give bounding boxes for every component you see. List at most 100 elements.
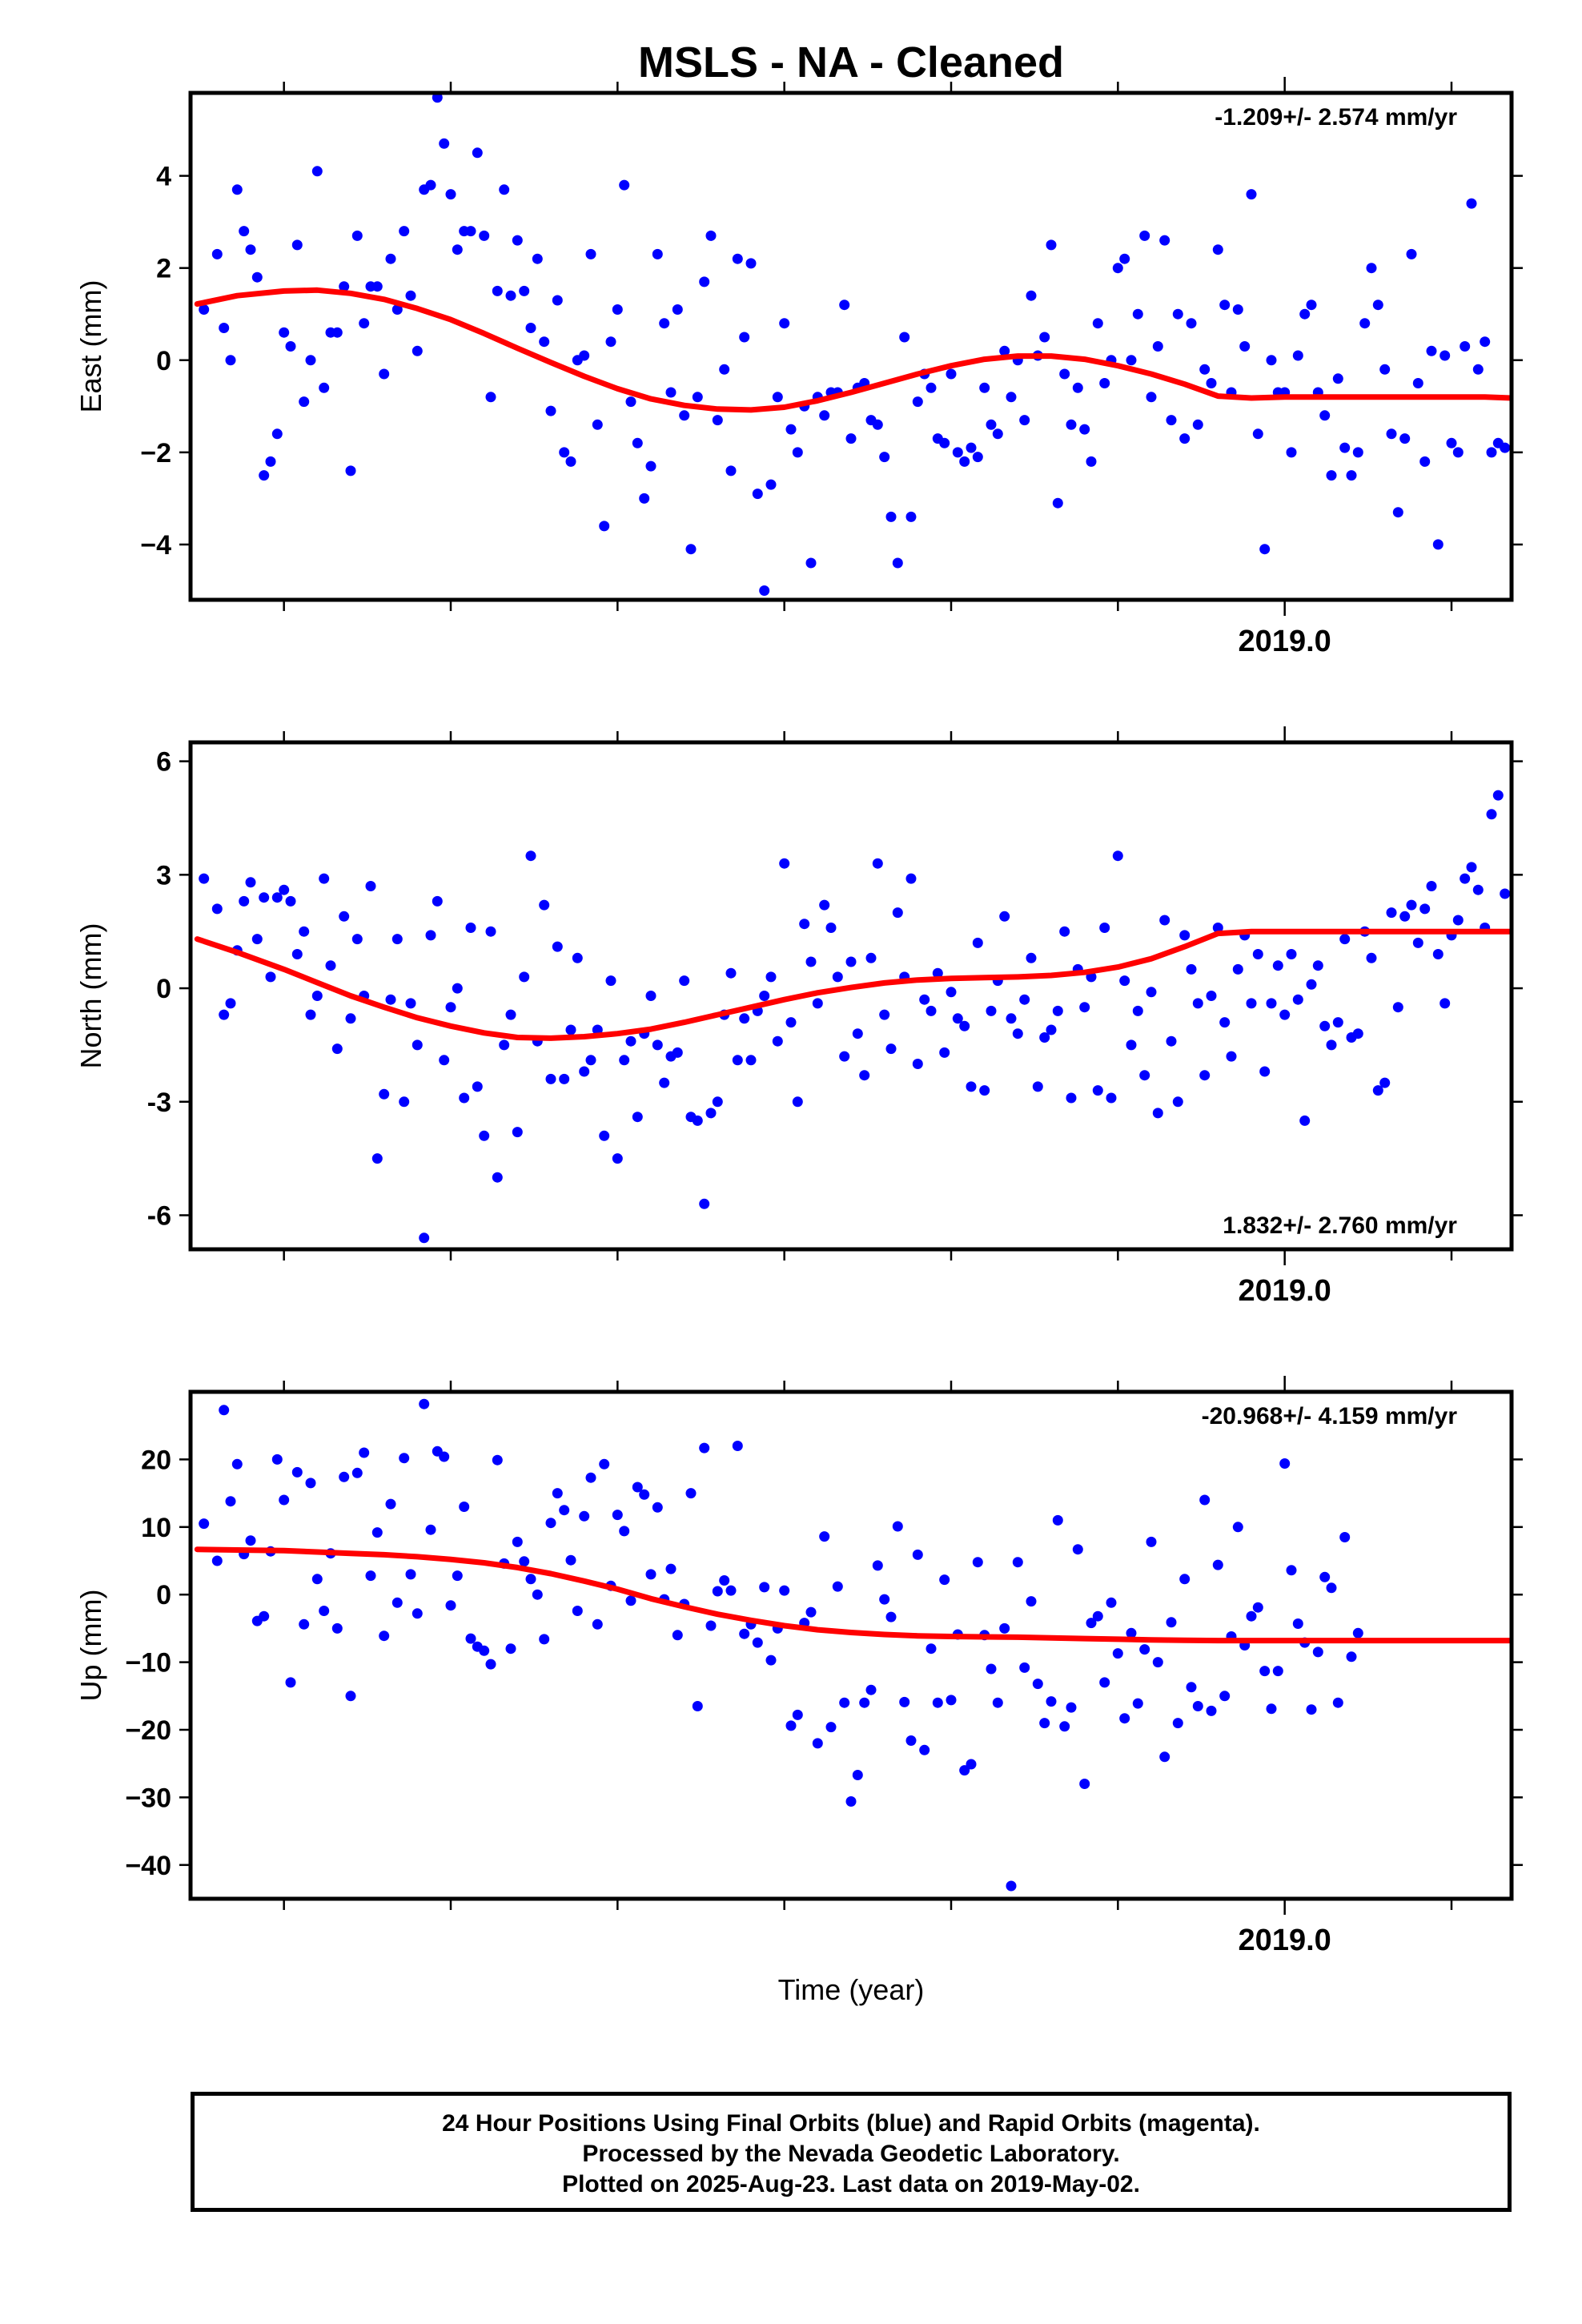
data-point [692, 392, 703, 403]
data-point [385, 1498, 396, 1510]
data-point [439, 1451, 450, 1462]
y-axis-label: East (mm) [74, 280, 107, 413]
data-point [1413, 0, 1423, 6]
data-point [259, 470, 270, 481]
data-point [1232, 1522, 1243, 1533]
data-point [752, 1637, 763, 1648]
data-point [539, 899, 550, 911]
data-point [859, 1697, 870, 1708]
x-tick-label: 2019.0 [1239, 625, 1331, 658]
data-point [1059, 1721, 1070, 1732]
plot-frame [188, 1389, 1514, 1901]
data-point [1412, 937, 1423, 948]
data-point [812, 998, 823, 1009]
data-point [1480, 0, 1490, 6]
data-point [1486, 809, 1497, 820]
data-point [1292, 1618, 1303, 1629]
data-point [239, 895, 250, 907]
data-point [1453, 0, 1464, 6]
data-point [765, 1655, 777, 1666]
data-point [926, 1005, 937, 1016]
data-point [1006, 1880, 1017, 1892]
data-point [331, 1043, 343, 1055]
data-point [459, 1502, 470, 1512]
data-point [1092, 318, 1103, 329]
data-point [1032, 1081, 1043, 1092]
data-point [1086, 1618, 1097, 1629]
y-axis-label: North (mm) [74, 923, 107, 1069]
data-point [699, 276, 710, 287]
data-point [705, 230, 717, 241]
data-point [512, 1536, 523, 1547]
fit-line [194, 928, 1512, 1041]
data-point [739, 1013, 750, 1024]
data-point [492, 1172, 503, 1183]
data-point [839, 300, 850, 311]
data-point [772, 1035, 783, 1047]
data-point [805, 557, 817, 569]
data-point [1452, 915, 1464, 926]
data-point [1186, 963, 1197, 975]
data-point [519, 971, 530, 983]
data-point [1026, 1596, 1037, 1607]
data-point [1419, 456, 1431, 467]
data-point [1379, 1077, 1391, 1088]
data-point [1159, 1751, 1170, 1763]
data-point [1272, 960, 1283, 971]
data-point [872, 419, 883, 430]
data-point [699, 1198, 710, 1209]
data-point [652, 1039, 663, 1051]
data-point [792, 447, 803, 458]
data-point [659, 1077, 670, 1088]
data-point [679, 975, 690, 987]
rate-annotation: 1.832+/- 2.760 mm/yr [1223, 1212, 1457, 1239]
data-point [391, 304, 403, 315]
data-point [472, 147, 483, 159]
data-point [1206, 991, 1217, 1001]
data-point [1139, 1644, 1150, 1655]
data-point [1146, 1536, 1157, 1547]
data-point [1219, 1691, 1231, 1702]
data-point [1146, 392, 1157, 403]
data-point [1026, 290, 1037, 301]
data-point [1166, 1617, 1177, 1628]
data-point [1472, 884, 1484, 895]
data-point [279, 884, 290, 895]
data-point [1052, 1514, 1063, 1526]
data-point [1387, 0, 1397, 6]
data-point [1299, 308, 1311, 320]
data-point [619, 1526, 630, 1537]
data-point [612, 1153, 623, 1164]
data-point [585, 1055, 596, 1066]
data-point [585, 1472, 596, 1483]
data-point [765, 971, 777, 983]
data-point [1386, 907, 1397, 919]
data-point [819, 899, 830, 911]
data-point [1219, 300, 1231, 311]
data-point [371, 281, 383, 292]
data-point [1492, 790, 1504, 801]
y-tick-label: −40 [125, 1851, 171, 1881]
data-point [259, 892, 270, 903]
data-point [892, 907, 903, 919]
y-tick-label: -3 [147, 1088, 171, 1118]
data-point [445, 1002, 456, 1013]
data-point [1252, 428, 1263, 440]
data-point [265, 456, 276, 467]
data-point [1192, 1701, 1203, 1711]
data-point [559, 1073, 570, 1084]
data-point [852, 1770, 863, 1780]
data-point [339, 281, 350, 292]
data-point [1226, 1051, 1237, 1062]
data-point [1493, 0, 1504, 6]
data-point [245, 1535, 256, 1546]
footer-line-2: Processed by the Nevada Geodetic Laborat… [582, 2141, 1120, 2167]
data-point [1266, 998, 1277, 1009]
data-point [1419, 0, 1430, 6]
data-point [1480, 336, 1491, 348]
data-point [1112, 1648, 1123, 1659]
data-point [819, 1531, 830, 1542]
data-point [1146, 987, 1157, 998]
data-point [1192, 419, 1203, 430]
